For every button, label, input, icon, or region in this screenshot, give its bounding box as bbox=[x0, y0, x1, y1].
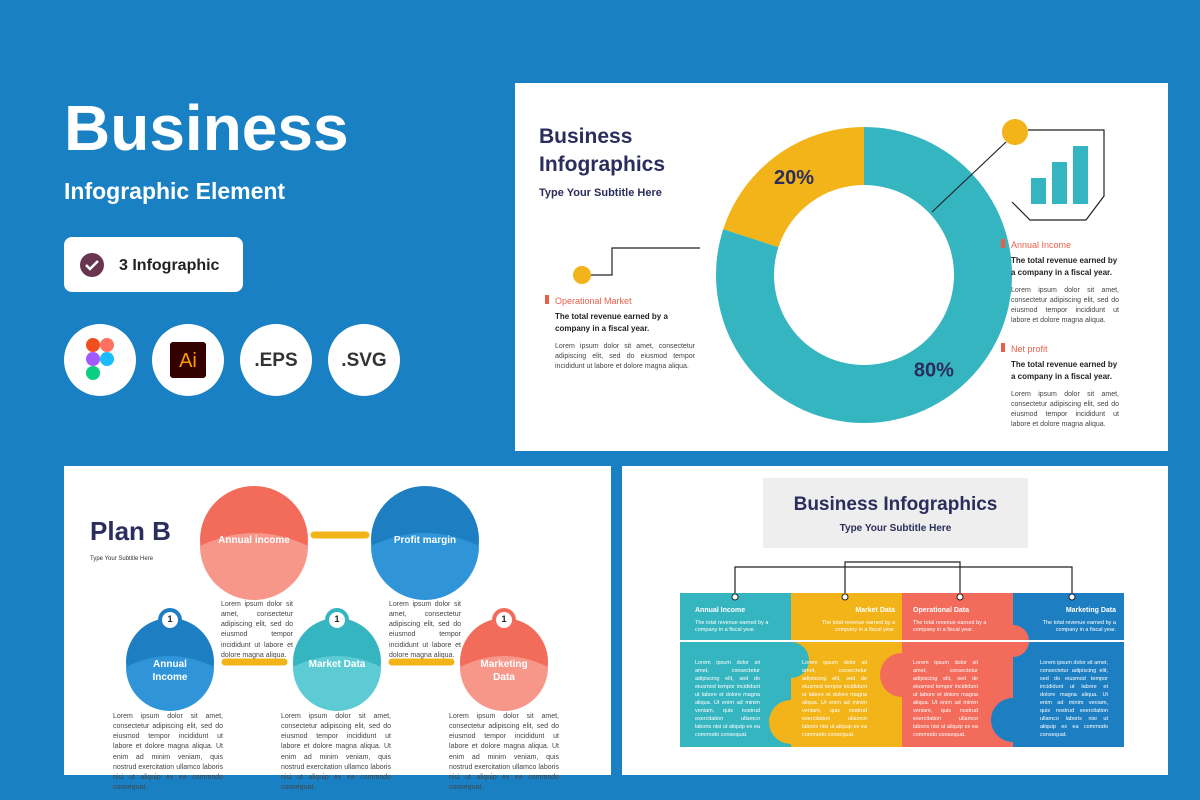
badge bbox=[64, 237, 243, 292]
title: Business bbox=[539, 125, 633, 148]
icon-bar bbox=[1073, 146, 1088, 204]
puzzle-knob bbox=[769, 700, 813, 744]
format: Ai bbox=[179, 350, 197, 372]
segment-label: 20% bbox=[774, 167, 814, 189]
marker bbox=[545, 295, 549, 304]
circle-blue bbox=[126, 608, 214, 711]
subtitle: Type Your Subtitle Here bbox=[539, 187, 662, 199]
dot bbox=[1002, 119, 1028, 145]
title: Plan B bbox=[90, 516, 171, 546]
circle-label: Annual income bbox=[218, 535, 290, 546]
title: Infographics bbox=[539, 153, 666, 176]
circle-blue bbox=[371, 486, 479, 600]
check-icon bbox=[80, 253, 104, 277]
marker bbox=[1001, 239, 1005, 248]
badge-number: 1 bbox=[334, 614, 340, 624]
item-body: Lorem ipsum dolor sit amet, consectetur … bbox=[1011, 391, 1119, 429]
icon-bar bbox=[1031, 178, 1046, 204]
badge-number: 1 bbox=[501, 614, 507, 624]
column-label: Market Data bbox=[855, 607, 895, 614]
figma-logo bbox=[86, 338, 114, 380]
donut-segment bbox=[723, 127, 864, 248]
column-label: Marketing Data bbox=[1065, 607, 1116, 614]
circle-label: Profit margin bbox=[393, 535, 457, 546]
column-body: Lorem ipsum dolor sit amet, consectetur … bbox=[802, 660, 867, 738]
circle-coral bbox=[200, 486, 308, 600]
eps-icon bbox=[240, 324, 312, 396]
column-label: Operational Data bbox=[913, 607, 970, 614]
item-body: Lorem ipsum dolor sit amet, consectetur … bbox=[555, 343, 695, 371]
circle-coral bbox=[460, 608, 548, 711]
circle-label: Marketing Data bbox=[480, 659, 528, 683]
svg-icon bbox=[328, 324, 400, 396]
circle-teal bbox=[293, 608, 381, 711]
title: Business Infographics bbox=[793, 494, 998, 515]
circle-label: Market Data bbox=[308, 659, 366, 670]
connector bbox=[931, 141, 1007, 213]
column-body: Lorem ipsum dolor sit amet, consectetur … bbox=[1040, 660, 1108, 738]
column-heading: The total revenue earned by a company in… bbox=[821, 620, 895, 633]
body: Lorem ipsum dolor sit amet, consectetur … bbox=[113, 713, 223, 791]
column-heading: The total revenue earned by a company in… bbox=[695, 620, 769, 633]
item-heading: The total revenue earned by a company in… bbox=[1011, 256, 1118, 277]
check-mark bbox=[85, 260, 99, 271]
hero-subtitle: Infographic Element bbox=[64, 178, 286, 204]
column-body: Lorem ipsum dolor sit amet, consectetur … bbox=[695, 660, 760, 738]
frame bbox=[1011, 129, 1105, 221]
item-heading: The total revenue earned by a company in… bbox=[1011, 360, 1118, 381]
column-body: Lorem ipsum dolor sit amet, consectetur … bbox=[913, 660, 978, 738]
item-label: Net profit bbox=[1011, 344, 1048, 354]
body: Lorem ipsum dolor sit amet, consectetur … bbox=[449, 713, 559, 791]
badge-text: 3 Infographic bbox=[119, 257, 220, 274]
format: .SVG bbox=[341, 350, 387, 371]
puzzle-knob bbox=[991, 698, 1035, 742]
dot bbox=[573, 266, 591, 284]
circle-label: Annual Income bbox=[152, 659, 188, 683]
column-heading: The total revenue earned by a company in… bbox=[913, 620, 987, 633]
puzzle-knob bbox=[773, 642, 809, 678]
body: Lorem ipsum dolor sit amet, consectetur … bbox=[221, 601, 293, 659]
item-label: Operational Market bbox=[555, 296, 632, 306]
marker bbox=[1001, 343, 1005, 352]
item-body: Lorem ipsum dolor sit amet, consectetur … bbox=[1011, 287, 1119, 325]
subtitle: Type Your Subtitle Here bbox=[839, 523, 952, 534]
nodes bbox=[731, 593, 1076, 601]
icon-bar bbox=[1052, 162, 1067, 204]
badge-number: 1 bbox=[167, 614, 173, 624]
format: .EPS bbox=[254, 350, 298, 371]
title-box bbox=[763, 478, 1028, 548]
puzzle-knob bbox=[880, 653, 924, 697]
column-heading: The total revenue earned by a company in… bbox=[1042, 620, 1116, 633]
hero-title: Business bbox=[64, 92, 349, 164]
tree-lines bbox=[734, 561, 1073, 597]
donut: 20% 80% bbox=[716, 127, 1013, 424]
donut-segment bbox=[716, 127, 1013, 424]
subtitle: Type Your Subtitle Here bbox=[90, 556, 154, 562]
figma-icon bbox=[64, 324, 136, 396]
body: Lorem ipsum dolor sit amet, consectetur … bbox=[281, 713, 391, 791]
ai-box bbox=[170, 342, 206, 378]
connector bbox=[591, 247, 700, 276]
segment-label: 80% bbox=[914, 360, 954, 382]
item-heading: The total revenue earned by a company in… bbox=[555, 312, 668, 333]
body: Lorem ipsum dolor sit amet, consectetur … bbox=[389, 601, 461, 659]
item-label: Annual Income bbox=[1011, 240, 1072, 250]
column-label: Annual Income bbox=[695, 607, 746, 614]
